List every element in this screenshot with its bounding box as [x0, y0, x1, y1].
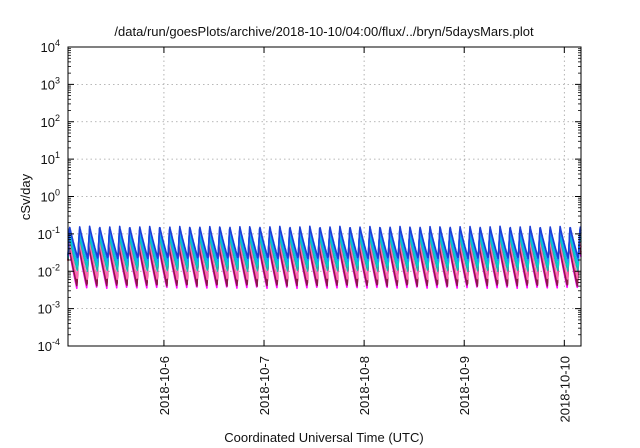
x-tick-label: 2018-10-8	[357, 356, 372, 415]
axes: 104 103 102 101 100 10-1 10-2 10-3 10-4 2018-10-6…	[38, 38, 582, 423]
chart-title: /data/run/goesPlots/archive/2018-10-10/0…	[114, 24, 534, 39]
x-axis-label: Coordinated Universal Time (UTC)	[224, 430, 423, 445]
x-tick-label: 2018-10-9	[457, 356, 472, 415]
y-tick-label: 10-2	[38, 262, 60, 279]
y-tick-label: 103	[41, 75, 60, 92]
series-line	[67, 231, 582, 268]
x-tick-label: 2018-10-10	[557, 356, 572, 423]
plot-frame	[67, 46, 582, 347]
y-tick-label: 100	[41, 188, 60, 205]
y-tick-label: 10-1	[38, 225, 60, 242]
series-line	[67, 225, 582, 260]
y-tick-label: 102	[41, 113, 60, 130]
data-series	[67, 225, 582, 290]
series-line	[67, 227, 582, 263]
x-tick-label: 2018-10-6	[157, 356, 172, 415]
series-line	[67, 242, 582, 287]
x-tick-label: 2018-10-7	[257, 356, 272, 415]
y-tick-label: 101	[41, 150, 60, 167]
y-tick-label: 10-3	[38, 300, 60, 317]
series-line	[67, 234, 582, 272]
y-tick-label: 10-4	[38, 337, 60, 354]
series-line	[67, 236, 582, 281]
y-axis-label: cSv/day	[18, 173, 33, 220]
y-tick-label: 104	[41, 38, 60, 55]
